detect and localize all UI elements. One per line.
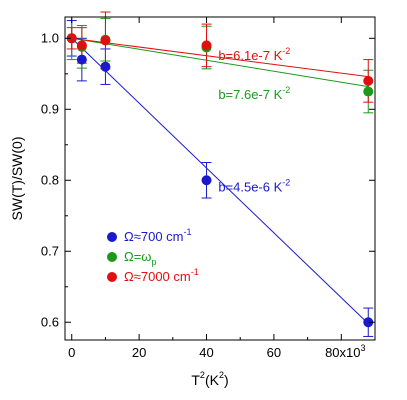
legend-label: Ω≈7000 cm-1: [124, 267, 199, 284]
data-point: [76, 40, 87, 51]
data-point: [201, 175, 212, 186]
data-points: [66, 33, 374, 328]
x-axis-title: T2(K2): [191, 370, 228, 388]
legend-label: Ω=ωp: [124, 249, 156, 267]
y-tick-label: 1.0: [41, 30, 59, 45]
fit-annotation: b=6.1e-7 K-2: [218, 46, 290, 63]
fit-annotation: b=4.5e-6 K-2: [218, 177, 290, 194]
data-point: [363, 75, 374, 86]
axes: 0 20 40 60 80x103 0.6 0.7 0.8 0.9 1.0 T2(K2) SW(T)/…: [9, 16, 376, 388]
data-point: [363, 86, 374, 97]
x-tick-label: 80x103: [325, 343, 365, 360]
legend: Ω≈700 cm-1 Ω=ωpΩ≈7000 cm-1: [107, 227, 199, 284]
fit-lines: [71, 37, 369, 325]
plot-frame: [64, 16, 376, 341]
data-point: [363, 317, 374, 328]
legend-label: Ω≈700 cm-1: [124, 227, 192, 244]
y-tick-label: 0.9: [41, 101, 59, 116]
fit-line: [71, 37, 369, 78]
fit-line: [71, 37, 369, 325]
data-point: [76, 54, 87, 65]
data-point: [100, 61, 111, 72]
fit-annotation: b=7.6e-7 K-2: [218, 85, 290, 102]
fit-line: [71, 37, 369, 88]
y-tick-label: 0.6: [41, 314, 59, 329]
y-tick-label: 0.8: [41, 172, 59, 187]
legend-marker: [107, 252, 117, 262]
x-tick-label: 60: [267, 345, 281, 360]
legend-marker: [107, 272, 117, 282]
y-tick-label: 0.7: [41, 243, 59, 258]
data-point: [100, 35, 111, 46]
x-tick-label: 20: [132, 345, 146, 360]
x-tick-label: 40: [199, 345, 213, 360]
y-axis-title: SW(T)/SW(0): [9, 137, 25, 221]
x-tick-label: 0: [68, 345, 75, 360]
legend-marker: [107, 232, 117, 242]
fit-annotations: b=6.1e-7 K-2 b=7.6e-7 K-2 b=4.5e-6 K-2: [218, 46, 290, 194]
data-point: [201, 40, 212, 51]
data-point: [66, 33, 77, 44]
